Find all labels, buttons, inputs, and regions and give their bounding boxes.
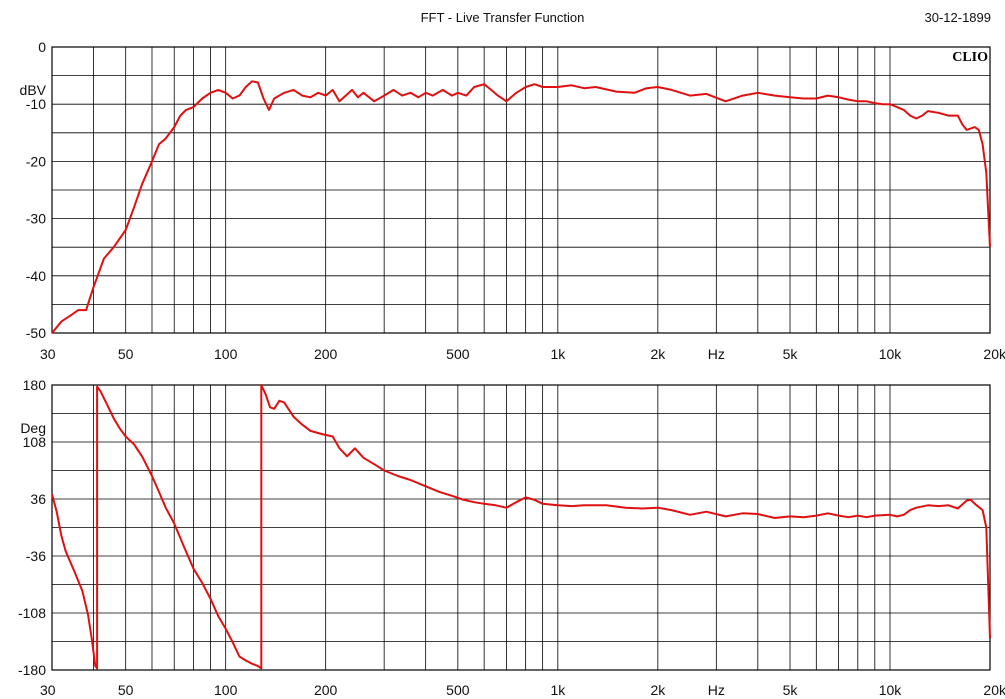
x-tick-label: 10k <box>879 346 903 362</box>
x-tick-label: 100 <box>214 346 238 362</box>
y-tick-label: 36 <box>30 491 46 507</box>
y-tick-label: -40 <box>26 268 46 284</box>
y-tick-label: -20 <box>26 153 46 169</box>
plot-frame <box>51 384 991 671</box>
magnitude-panel: 0 -10 -20 -30 -40 -50 dBV 30 50 100 200 500 1k 2k Hz 5k… <box>20 39 1005 362</box>
x-tick-label: 50 <box>118 346 134 362</box>
magnitude-trace <box>51 80 991 334</box>
phase-trace <box>51 384 991 670</box>
x-tick-label: Hz <box>708 346 725 362</box>
x-tick-label: 20k <box>983 346 1005 362</box>
y-axis-label: Deg <box>20 420 46 436</box>
x-tick-label: 5k <box>783 682 799 698</box>
y-tick-label: -36 <box>26 548 46 564</box>
y-tick-label: 0 <box>38 39 46 55</box>
x-tick-label: 30 <box>40 346 56 362</box>
y-tick-label: -30 <box>26 211 46 227</box>
x-tick-label: 1k <box>550 346 566 362</box>
phase-panel: 180 108 36 -36 -108 -180 Deg 30 50 100 200 500 1k 2k H… <box>18 377 1005 698</box>
y-tick-label: 108 <box>23 434 47 450</box>
y-tick-label: -108 <box>18 605 46 621</box>
y-tick-label: 180 <box>23 377 47 393</box>
x-tick-label: 30 <box>40 682 56 698</box>
x-tick-label: 50 <box>118 682 134 698</box>
plot-frame <box>51 46 991 334</box>
y-tick-label: -180 <box>18 662 46 678</box>
window-date: 30-12-1899 <box>924 10 992 25</box>
x-tick-label: 200 <box>314 682 338 698</box>
x-tick-label: 20k <box>983 682 1005 698</box>
x-tick-label: 200 <box>314 346 338 362</box>
y-axis-label: dBV <box>20 82 47 98</box>
x-tick-label: 100 <box>214 682 238 698</box>
x-tick-label: 1k <box>550 682 566 698</box>
x-tick-label: 2k <box>650 346 666 362</box>
clio-logo: CLIO <box>952 50 988 65</box>
x-tick-label: 5k <box>783 346 799 362</box>
x-tick-label: Hz <box>708 682 725 698</box>
y-tick-label: -50 <box>26 325 46 341</box>
x-tick-label: 500 <box>446 346 470 362</box>
x-tick-label: 2k <box>650 682 666 698</box>
x-tick-label: 10k <box>879 682 903 698</box>
window-title: FFT - Live Transfer Function <box>420 10 585 25</box>
x-tick-label: 500 <box>446 682 470 698</box>
y-tick-label: -10 <box>26 96 46 112</box>
